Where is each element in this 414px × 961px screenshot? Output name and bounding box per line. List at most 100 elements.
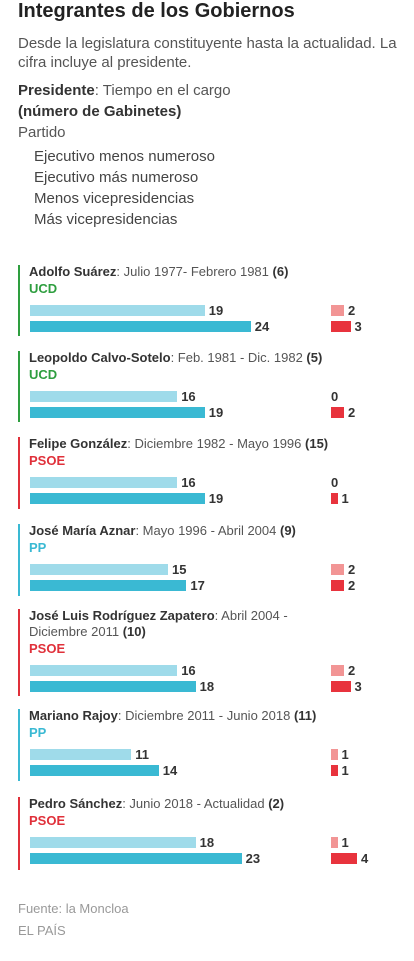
president-cabinets: (2) [268,796,285,811]
party-divider [18,609,20,696]
legend-dot [18,214,26,222]
party-label: UCD [29,367,58,382]
president-cabinets: (6) [272,264,289,279]
bar-max-members [30,407,205,418]
bar-min-vice [331,564,344,575]
value-min-members: 16 [181,663,196,678]
value-max-vice: 1 [341,763,349,778]
bar-max-vice [331,321,351,332]
bar-max-vice [331,765,338,776]
value-min-vice: 1 [341,835,349,850]
bar-max-vice [331,681,351,692]
president-name: Felipe González: Diciembre 1982 - Mayo 1… [29,436,409,452]
president-name: Pedro Sánchez: Junio 2018 - Actualidad (… [29,796,409,812]
president-cabinets: (15) [305,436,329,451]
president-name-text: Pedro Sánchez [29,796,123,811]
legend-item-mas-vice: Más vicepresidencias [18,209,177,230]
president-name: Adolfo Suárez: Julio 1977- Febrero 1981 … [29,264,409,280]
party-divider [18,709,20,781]
president-period: : Junio 2018 - Actualidad [122,796,269,811]
bar-max-members [30,681,196,692]
president-cabinets: (11) [293,708,317,723]
president-period: : Abril 2004 - Diciembre 2011 [29,608,288,639]
president-period: : Diciembre 1982 - Mayo 1996 [127,436,306,451]
value-min-vice: 2 [348,562,356,577]
bar-min-vice [331,305,344,316]
value-min-members: 15 [172,562,187,577]
president-cabinets: (10) [122,624,146,639]
president-period: : Mayo 1996 - Abril 2004 [135,523,280,538]
legend-label: Ejecutivo más numeroso [34,169,199,186]
party-label: PSOE [29,453,66,468]
chart-title: Integrantes de los Gobiernos [18,0,295,22]
legend-dot [18,151,26,159]
value-min-vice: 0 [331,475,339,490]
value-min-vice: 0 [331,389,339,404]
party-divider [18,524,20,596]
bar-max-vice [331,853,357,864]
key-president: Presidente: Tiempo en el cargo [18,80,231,101]
president-name-text: Leopoldo Calvo-Sotelo [29,350,171,365]
value-min-members: 16 [181,389,196,404]
value-min-members: 16 [181,475,196,490]
party-divider [18,797,20,870]
legend-item-mas-numeroso: Ejecutivo más numeroso [18,167,198,188]
president-period: : Julio 1977- Febrero 1981 [116,264,273,279]
value-max-members: 17 [190,578,205,593]
value-max-vice: 3 [354,319,362,334]
bar-max-vice [331,407,344,418]
value-max-members: 19 [208,491,224,506]
legend-label: Menos vicepresidencias [34,190,195,207]
party-label: PP [29,725,47,740]
bar-min-members [30,391,178,402]
president-name-text: Adolfo Suárez [29,264,117,279]
bar-min-members [30,749,132,760]
president-cabinets: (9) [279,523,296,538]
president-name-text: José Luis Rodríguez Zapatero [29,608,215,623]
president-name: Leopoldo Calvo-Sotelo: Feb. 1981 - Dic. … [29,350,409,366]
president-name-text: José María Aznar [29,523,136,538]
key-president-rest: : Tiempo en el cargo [94,82,231,99]
president-name: José María Aznar: Mayo 1996 - Abril 2004… [29,523,409,539]
bar-min-members [30,837,196,848]
bar-min-vice [331,837,338,848]
value-min-vice: 1 [341,747,349,762]
bar-min-vice [331,749,338,760]
bar-max-members [30,580,187,591]
chart-subtitle: Desde la legislatura constituyente hasta… [18,35,397,71]
value-min-members: 18 [199,835,215,850]
party-divider [18,265,20,336]
key-cabinets-text: (número de Gabinetes) [18,103,182,120]
value-max-members: 23 [245,851,261,866]
president-period: : Diciembre 2011 - Junio 2018 [117,708,294,723]
president-name-text: Felipe González [29,436,128,451]
party-label: PP [29,540,47,555]
party-divider [18,437,20,509]
bar-max-members [30,765,159,776]
legend-item-menos-vice: Menos vicepresidencias [18,188,194,209]
president-cabinets: (5) [306,350,323,365]
key-cabinets: (número de Gabinetes) [18,101,181,122]
value-min-vice: 2 [348,303,356,318]
bar-min-members [30,665,178,676]
party-divider [18,351,20,422]
legend-label: Ejecutivo menos numeroso [34,148,215,165]
value-max-vice: 4 [361,851,369,866]
president-name: Mariano Rajoy: Diciembre 2011 - Junio 20… [29,708,409,724]
legend-item-menos-numeroso: Ejecutivo menos numeroso [18,146,215,167]
value-max-members: 19 [208,405,224,420]
bar-min-vice [331,665,344,676]
legend-dot [18,172,26,180]
source-note: Fuente: la Moncloa [18,901,129,916]
key-party: Partido [18,124,66,141]
party-label: PSOE [29,813,66,828]
legend-dot [18,193,26,201]
bar-min-members [30,477,178,488]
bar-max-members [30,853,242,864]
value-max-members: 18 [199,679,215,694]
bar-max-vice [331,493,338,504]
president-name-text: Mariano Rajoy [29,708,118,723]
bar-max-vice [331,580,344,591]
president-name: José Luis Rodríguez Zapatero: Abril 2004… [29,608,339,640]
key-president-word: Presidente [18,82,95,99]
